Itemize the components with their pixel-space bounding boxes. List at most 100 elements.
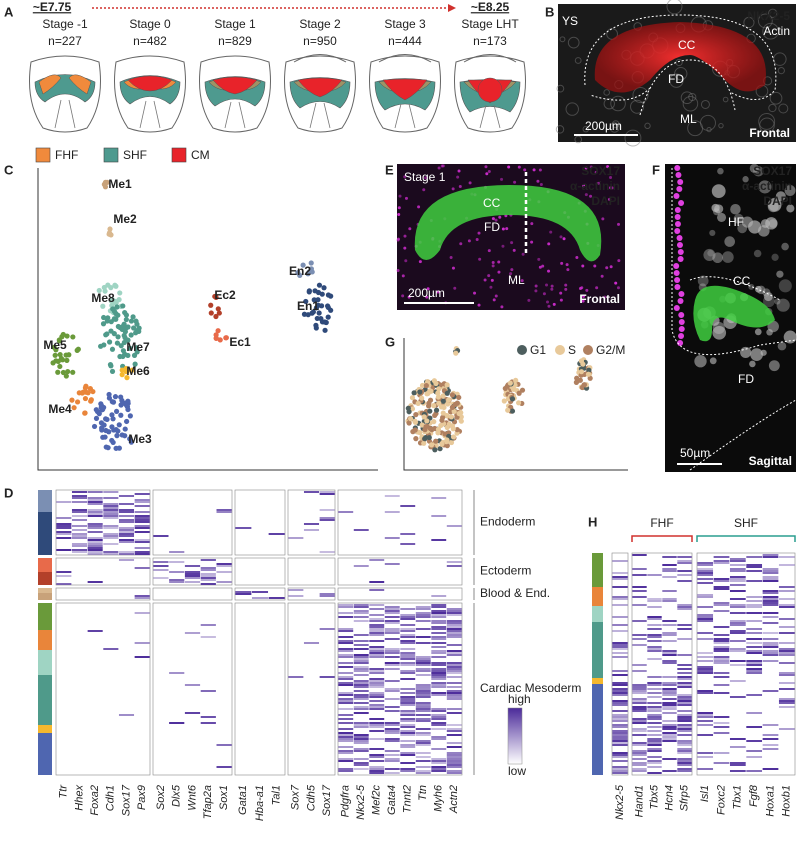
heatmap-cell (746, 642, 763, 644)
heatmap-cell (353, 762, 369, 764)
heatmap-cell (431, 616, 447, 618)
heatmap-cell (415, 696, 431, 698)
heatmap-cell (415, 656, 431, 658)
heatmap-cell (415, 766, 431, 768)
heatmap-cell (778, 672, 795, 674)
heatmap-cell (71, 533, 88, 535)
sox17-cell (674, 228, 681, 234)
cell-point (303, 298, 309, 305)
cell-point (103, 444, 109, 450)
heatmap-cell (384, 652, 400, 654)
cell-point (515, 400, 522, 406)
cell-point (70, 334, 76, 340)
heatmap-cell (778, 632, 795, 634)
heatmap-cell (384, 537, 400, 539)
heatmap-cell (612, 560, 628, 562)
sox17-cell (487, 274, 491, 278)
heatmap-cell (762, 612, 779, 614)
heatmap-cell (677, 714, 692, 716)
heatmap-cell (713, 604, 730, 606)
heatmap-cell (103, 648, 119, 650)
dapi-nucleus (724, 236, 735, 247)
heatmap-cell (184, 565, 201, 567)
heatmap-cell (415, 710, 431, 712)
actin-texture (674, 67, 688, 81)
heatmap-cell (353, 694, 369, 696)
heatmap-cell (647, 766, 662, 768)
heatmap-cell (713, 610, 730, 612)
cell-point (110, 439, 116, 446)
heatmap-cell (353, 610, 369, 612)
heatmap-cell (746, 564, 763, 566)
heatmap-cell (778, 598, 795, 600)
heatmap-cell (369, 768, 385, 770)
region-label: YS (562, 14, 578, 28)
midline (479, 104, 501, 129)
heatmap-cell (647, 740, 662, 742)
gene-label: Gata4 (386, 785, 398, 815)
heatmap-cell (415, 718, 431, 720)
heatmap-cell (384, 628, 400, 630)
heatmap-cell (431, 670, 447, 672)
heatmap-cell (338, 728, 354, 730)
heatmap-cell (303, 523, 320, 525)
heatmap-cell (103, 509, 119, 511)
heatmap-cell (384, 688, 400, 690)
sox17-cell (513, 180, 517, 184)
heatmap-cell (369, 646, 385, 648)
cell-point (421, 440, 427, 446)
heatmap-cell (200, 690, 216, 692)
heatmap-cell (353, 708, 369, 710)
heatmap-cell (400, 726, 416, 728)
heatmap-cell (384, 630, 400, 632)
sox17-cell (422, 188, 426, 192)
heatmap-cell (677, 734, 692, 736)
heatmap-cell (612, 766, 628, 768)
cluster-label: Me5 (43, 338, 67, 352)
cell-point (213, 313, 219, 320)
sox17-cell (678, 291, 685, 297)
heatmap-cell (647, 744, 662, 746)
heatmap-cell (134, 642, 150, 644)
fd-outline (639, 59, 736, 116)
heatmap-cell (697, 652, 714, 654)
sox17-cell (566, 268, 570, 272)
dapi-nucleus (775, 191, 786, 202)
heatmap-cell (431, 748, 447, 750)
sox17-cell (491, 217, 495, 221)
heatmap-cell (446, 770, 462, 772)
cell-point (113, 445, 119, 451)
stain-label: DAPI (591, 194, 620, 208)
heatmap-cell (431, 766, 447, 768)
heatmap-cell (353, 616, 369, 618)
cell-point (104, 318, 110, 324)
heatmap-cell (697, 618, 714, 620)
gene-label: Myh6 (433, 784, 445, 812)
dapi-nucleus (703, 248, 716, 262)
heatmap-cell (369, 756, 385, 758)
umap-axes (403, 338, 628, 471)
dapi-nucleus (778, 279, 792, 293)
heatmap-cell (184, 571, 201, 573)
heatmap-cell (677, 744, 692, 746)
heatmap-cell (647, 762, 662, 764)
embryo-schematic (199, 55, 271, 133)
group-label: Ectoderm (480, 564, 531, 578)
heatmap-cell (118, 541, 135, 543)
heatmap-cell (697, 768, 714, 770)
heatmap-cell (697, 756, 714, 758)
heatmap-cell (729, 576, 746, 578)
cell-point (413, 436, 419, 442)
heatmap-cell (762, 748, 779, 750)
cell-point (509, 408, 516, 414)
cell-point (112, 282, 118, 288)
heatmap-cell (200, 567, 216, 569)
actin-texture (610, 95, 626, 112)
gene-label: Hand1 (633, 785, 645, 817)
heatmap-cell (118, 714, 135, 716)
heatmap-cell (677, 726, 692, 728)
sox17-cell (676, 186, 683, 192)
heatmap-cell (746, 596, 763, 598)
sox17-cell (487, 249, 491, 253)
heatmap-cell (677, 728, 692, 730)
